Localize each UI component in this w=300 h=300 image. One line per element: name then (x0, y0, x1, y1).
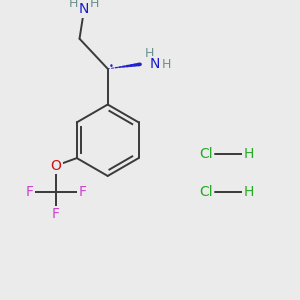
Text: H: H (244, 147, 254, 161)
Text: H: H (90, 0, 99, 11)
Text: Cl: Cl (200, 185, 213, 199)
Text: N: N (149, 57, 160, 71)
Text: F: F (26, 185, 34, 199)
Text: H: H (161, 58, 171, 70)
Text: N: N (79, 2, 89, 16)
Text: F: F (78, 185, 86, 199)
Text: H: H (144, 47, 154, 60)
Text: Cl: Cl (200, 147, 213, 161)
Text: H: H (69, 0, 79, 11)
Text: H: H (244, 185, 254, 199)
Text: F: F (52, 208, 60, 221)
Text: •: • (109, 62, 114, 71)
Text: O: O (51, 159, 62, 172)
